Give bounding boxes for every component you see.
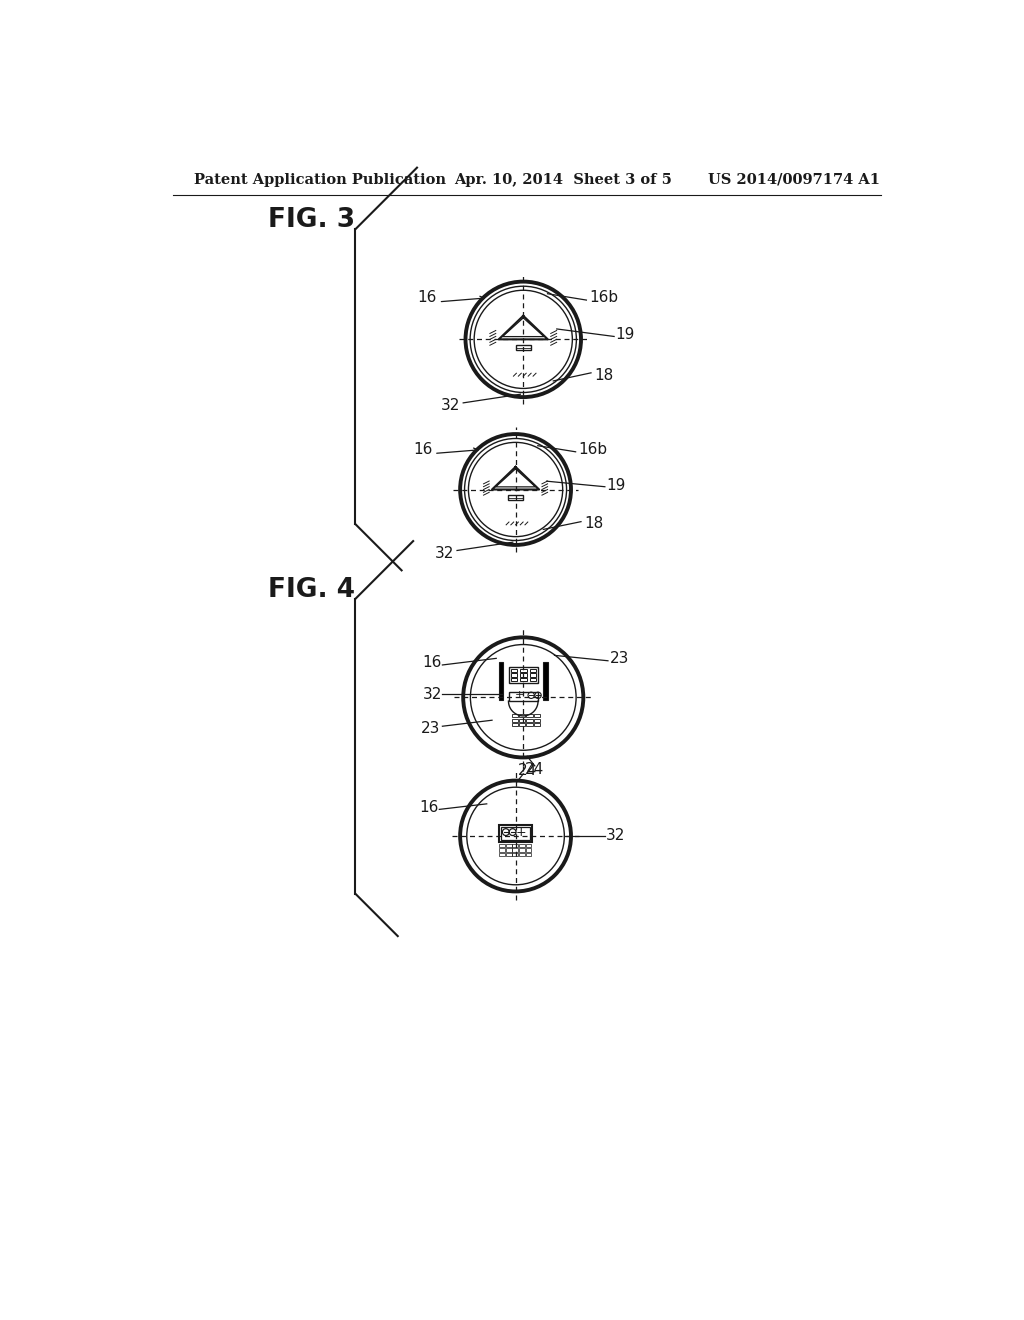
Bar xyxy=(512,843,518,847)
Bar xyxy=(529,678,536,681)
Bar xyxy=(512,853,518,857)
Bar xyxy=(520,669,526,672)
Bar xyxy=(509,692,538,701)
Bar xyxy=(519,843,525,847)
Bar xyxy=(512,714,518,718)
Bar xyxy=(509,667,538,682)
Text: Apr. 10, 2014  Sheet 3 of 5: Apr. 10, 2014 Sheet 3 of 5 xyxy=(454,173,672,187)
Bar xyxy=(529,673,536,677)
Bar xyxy=(534,718,541,722)
Bar xyxy=(512,723,518,726)
Bar xyxy=(512,718,518,722)
Bar xyxy=(519,853,525,857)
Bar xyxy=(499,663,503,700)
Bar xyxy=(519,849,525,851)
Bar xyxy=(512,849,518,851)
Text: 16b: 16b xyxy=(590,290,618,305)
Text: 23: 23 xyxy=(610,651,629,665)
Bar xyxy=(525,843,531,847)
Text: 23: 23 xyxy=(421,721,440,737)
Text: 19: 19 xyxy=(615,327,635,342)
Text: 32: 32 xyxy=(423,686,442,702)
Text: Patent Application Publication: Patent Application Publication xyxy=(194,173,445,187)
Bar xyxy=(534,714,541,718)
Bar xyxy=(519,723,525,726)
Text: 16: 16 xyxy=(423,655,442,671)
Bar xyxy=(511,669,517,672)
Bar xyxy=(526,714,532,718)
Bar xyxy=(525,853,531,857)
Text: 24: 24 xyxy=(525,762,545,777)
Bar xyxy=(511,678,517,681)
Bar xyxy=(520,673,526,677)
Text: 18: 18 xyxy=(595,368,613,383)
Bar xyxy=(529,669,536,672)
Text: 19: 19 xyxy=(606,478,626,492)
Text: 16: 16 xyxy=(414,442,433,457)
Text: +: + xyxy=(514,690,523,701)
Bar xyxy=(544,663,548,700)
Text: FIG. 4: FIG. 4 xyxy=(267,577,354,603)
Bar xyxy=(509,495,522,500)
Bar xyxy=(501,828,530,840)
Text: 32: 32 xyxy=(440,399,460,413)
Bar xyxy=(520,678,526,681)
Text: 18: 18 xyxy=(585,516,604,532)
Bar xyxy=(511,673,517,677)
Bar xyxy=(526,718,532,722)
Bar xyxy=(499,843,505,847)
Text: 16: 16 xyxy=(420,800,439,814)
Text: 24: 24 xyxy=(517,763,537,777)
Bar xyxy=(534,723,541,726)
Bar xyxy=(499,825,532,842)
Text: 16b: 16b xyxy=(578,442,607,457)
Bar xyxy=(506,849,512,851)
Bar xyxy=(519,718,525,722)
Text: +: + xyxy=(515,825,525,838)
Bar xyxy=(519,714,525,718)
Bar xyxy=(526,723,532,726)
Text: FIG. 3: FIG. 3 xyxy=(267,207,354,234)
Bar xyxy=(499,849,505,851)
Bar xyxy=(506,843,512,847)
Bar xyxy=(506,853,512,857)
Text: 32: 32 xyxy=(435,545,455,561)
Text: US 2014/0097174 A1: US 2014/0097174 A1 xyxy=(708,173,880,187)
Bar xyxy=(499,853,505,857)
Text: 16: 16 xyxy=(418,290,436,305)
Bar xyxy=(525,849,531,851)
Bar xyxy=(516,346,530,350)
Text: 32: 32 xyxy=(606,829,626,843)
